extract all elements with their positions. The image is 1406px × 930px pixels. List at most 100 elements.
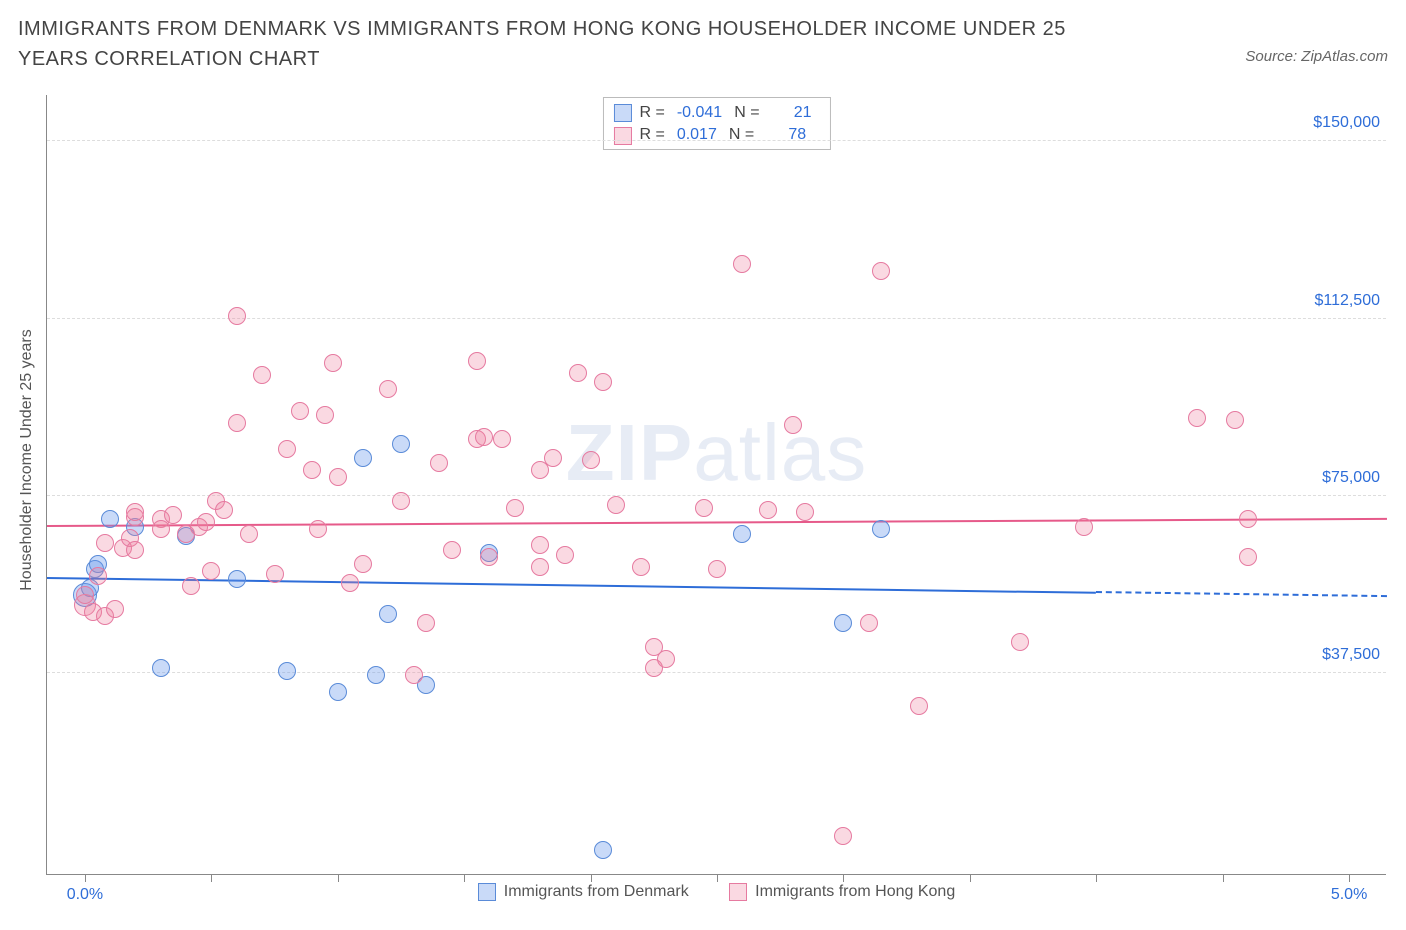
gridline <box>47 318 1386 319</box>
legend-item-hongkong: Immigrants from Hong Kong <box>729 883 955 901</box>
data-point <box>430 454 448 472</box>
data-point <box>392 435 410 453</box>
gridline <box>47 495 1386 496</box>
data-point <box>341 574 359 592</box>
swatch-hongkong <box>613 127 631 145</box>
x-tick <box>843 874 844 882</box>
x-tick <box>1349 874 1350 882</box>
n-value-hongkong: 78 <box>762 124 810 146</box>
data-point <box>228 414 246 432</box>
data-point <box>475 428 493 446</box>
footer-legend: Immigrants from Denmark Immigrants from … <box>47 883 1386 906</box>
data-point <box>228 570 246 588</box>
data-point <box>733 525 751 543</box>
data-point <box>379 380 397 398</box>
regression-line <box>47 577 1096 594</box>
header: IMMIGRANTS FROM DENMARK VS IMMIGRANTS FR… <box>18 14 1388 74</box>
data-point <box>354 449 372 467</box>
source-name: ZipAtlas.com <box>1301 48 1388 65</box>
data-point <box>594 373 612 391</box>
data-point <box>632 558 650 576</box>
data-point <box>324 354 342 372</box>
stats-row-hongkong: R = 0.017 N = 78 <box>613 124 815 146</box>
data-point <box>443 541 461 559</box>
data-point <box>1226 411 1244 429</box>
data-point <box>594 841 612 859</box>
legend-label-denmark: Immigrants from Denmark <box>504 883 689 901</box>
data-point <box>759 501 777 519</box>
stats-legend: R = -0.041 N = 21 R = 0.017 N = 78 <box>602 97 830 150</box>
data-point <box>1075 518 1093 536</box>
data-point <box>784 416 802 434</box>
data-point <box>228 307 246 325</box>
data-point <box>468 352 486 370</box>
data-point <box>834 614 852 632</box>
data-point <box>96 534 114 552</box>
n-label: N = <box>729 124 754 146</box>
n-label: N = <box>734 102 759 124</box>
legend-item-denmark: Immigrants from Denmark <box>478 883 689 901</box>
data-point <box>303 461 321 479</box>
data-point <box>493 430 511 448</box>
x-tick <box>591 874 592 882</box>
data-point <box>392 492 410 510</box>
data-point <box>695 499 713 517</box>
data-point <box>354 555 372 573</box>
source-prefix: Source: <box>1245 48 1301 65</box>
r-value-hongkong: 0.017 <box>673 124 721 146</box>
data-point <box>405 666 423 684</box>
data-point <box>607 496 625 514</box>
swatch-hongkong <box>729 883 747 901</box>
watermark-light: atlas <box>693 408 867 497</box>
data-point <box>506 499 524 517</box>
data-point <box>708 560 726 578</box>
data-point <box>101 510 119 528</box>
data-point <box>872 520 890 538</box>
x-tick <box>1096 874 1097 882</box>
data-point <box>417 614 435 632</box>
x-tick <box>338 874 339 882</box>
data-point <box>309 520 327 538</box>
data-point <box>1239 510 1257 528</box>
data-point <box>582 451 600 469</box>
data-point <box>733 255 751 273</box>
x-tick <box>85 874 86 882</box>
gridline <box>47 140 1386 141</box>
data-point <box>152 520 170 538</box>
data-point <box>569 364 587 382</box>
data-point <box>278 440 296 458</box>
stats-row-denmark: R = -0.041 N = 21 <box>613 102 815 124</box>
data-point <box>89 567 107 585</box>
data-point <box>215 501 233 519</box>
data-point <box>657 650 675 668</box>
x-tick-label: 5.0% <box>1331 886 1367 904</box>
data-point <box>379 605 397 623</box>
x-tick <box>464 874 465 882</box>
chart-title: IMMIGRANTS FROM DENMARK VS IMMIGRANTS FR… <box>18 14 1138 74</box>
data-point <box>291 402 309 420</box>
data-point <box>76 586 94 604</box>
data-point <box>531 558 549 576</box>
data-point <box>240 525 258 543</box>
y-tick-label: $150,000 <box>1313 114 1380 132</box>
data-point <box>253 366 271 384</box>
data-point <box>544 449 562 467</box>
gridline <box>47 672 1386 673</box>
data-point <box>480 548 498 566</box>
x-tick <box>211 874 212 882</box>
data-point <box>1011 633 1029 651</box>
x-tick <box>717 874 718 882</box>
r-value-denmark: -0.041 <box>673 102 726 124</box>
data-point <box>834 827 852 845</box>
legend-label-hongkong: Immigrants from Hong Kong <box>755 883 955 901</box>
y-tick-label: $75,000 <box>1322 469 1380 487</box>
x-tick <box>970 874 971 882</box>
data-point <box>126 503 144 521</box>
data-point <box>329 468 347 486</box>
source-label: Source: ZipAtlas.com <box>1245 48 1388 65</box>
data-point <box>872 262 890 280</box>
plot-area: ZIPatlas R = -0.041 N = 21 R = 0.017 N =… <box>46 95 1386 875</box>
data-point <box>266 565 284 583</box>
data-point <box>106 600 124 618</box>
data-point <box>860 614 878 632</box>
